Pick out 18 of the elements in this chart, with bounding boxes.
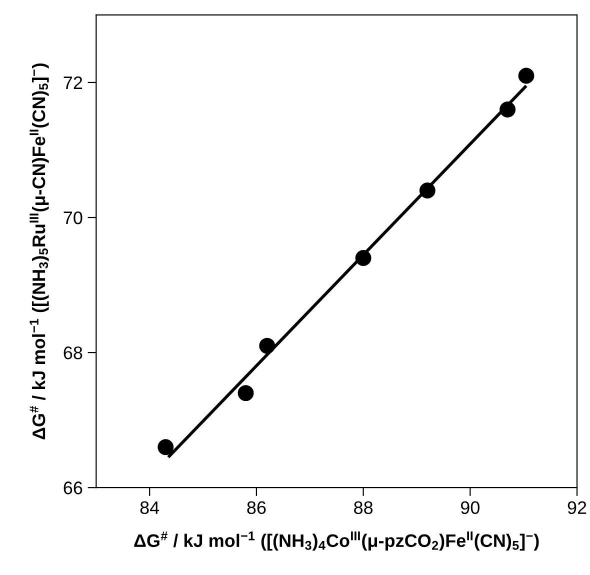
x-tick-label: 88: [354, 501, 373, 514]
x-tick-label: 86: [247, 501, 266, 514]
y-tick-label: 72: [64, 76, 82, 90]
text: ΔG$^{#}$ / kJ mol$^{−1}$ ([(NH$_{3}$)$_{5}$Ru$^{III}$(μ-CN)Fe$^{II}$(CN)$_{5}$]$^{−}$): [30, 63, 49, 440]
point: [355, 250, 372, 266]
point: [518, 68, 534, 84]
x-tick-label: 90: [460, 501, 480, 514]
point: [259, 338, 276, 354]
point: [238, 385, 254, 402]
point: [158, 439, 174, 456]
y-tick-label: 68: [64, 346, 82, 360]
point: [500, 102, 516, 118]
text: ΔG$^{#}$ / kJ mol$^{−1}$ ([(NH$_{3}$)$_{4}$Co$^{III}$(μ-pzCO$_{2}$)Fe$^{II}$(CN)$_{5}$]$^{−}$): [134, 532, 539, 551]
y-tick-label: 66: [64, 482, 82, 494]
x-tick-label: 92: [568, 501, 586, 514]
y-tick-label: 70: [64, 211, 82, 224]
x-tick-label: 84: [140, 501, 160, 514]
point: [419, 182, 436, 198]
